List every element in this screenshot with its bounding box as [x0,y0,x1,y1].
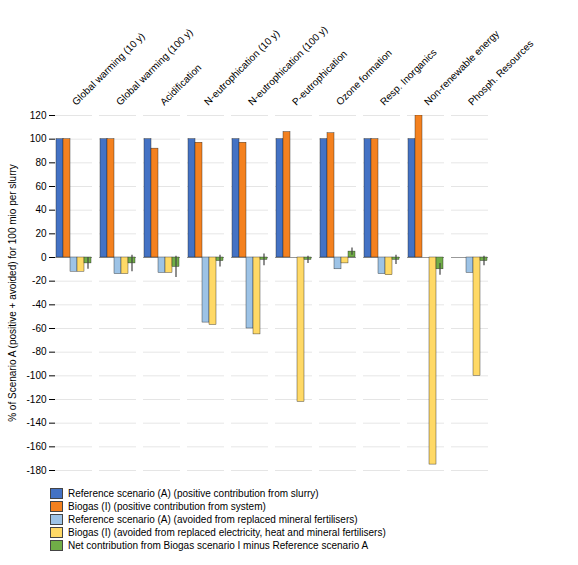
svg-text:0: 0 [41,252,47,263]
svg-text:-80: -80 [32,346,47,357]
svg-text:Global warming (10 y): Global warming (10 y) [70,30,147,107]
svg-text:N-eutrophication (100 y): N-eutrophication (100 y) [246,24,330,108]
svg-text:Global warming (100 y): Global warming (100 y) [114,26,195,107]
svg-text:-100: -100 [26,370,46,381]
svg-text:80: 80 [35,157,47,168]
svg-text:Ozone formation: Ozone formation [333,47,394,108]
svg-text:-20: -20 [32,275,47,286]
svg-text:-160: -160 [26,441,46,452]
html-text:Reference scenario (A) (avoide: Reference scenario (A) (avoided from rep… [68,514,358,525]
svg-text:N-eutrophication (10 y): N-eutrophication (10 y) [202,28,282,108]
html-text:Biogas (I) (avoided from repla: Biogas (I) (avoided from replaced electr… [68,527,386,538]
html-text:Biogas (I) (positive contribut: Biogas (I) (positive contribution from s… [68,501,266,512]
svg-text:Resp. Inorganics: Resp. Inorganics [377,46,439,108]
svg-text:20: 20 [35,228,47,239]
svg-text:-40: -40 [32,299,47,310]
html-text:Net contribution from Biogas s: Net contribution from Biogas scenario I … [68,540,369,551]
svg-text:40: 40 [35,204,47,215]
svg-text:-180: -180 [26,465,46,476]
html-text:Reference scenario (A) (positi: Reference scenario (A) (positive contrib… [68,488,319,499]
svg-text:60: 60 [35,181,47,192]
svg-text:Phosph. Resources: Phosph. Resources [466,38,535,107]
svg-text:100: 100 [30,133,47,144]
svg-text:Acidification: Acidification [158,62,204,108]
svg-text:-140: -140 [26,417,46,428]
svg-text:-60: -60 [32,323,47,334]
svg-text:120: 120 [30,110,47,121]
svg-text:Non-renewable energy: Non-renewable energy [422,28,501,107]
svg-text:% of Scenario A (positive + av: % of Scenario A (positive + avoided) for… [7,164,18,422]
svg-text:-120: -120 [26,394,46,405]
svg-text:P-eutrophication: P-eutrophication [289,48,350,108]
